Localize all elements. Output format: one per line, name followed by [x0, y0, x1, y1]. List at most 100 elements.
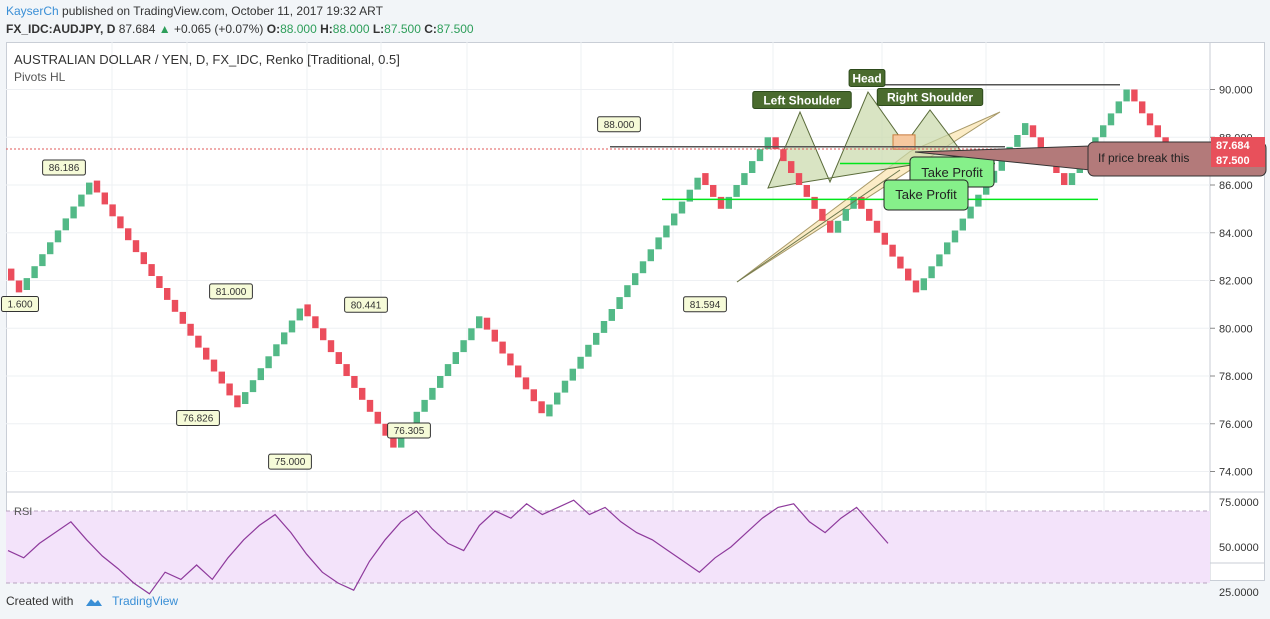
renko-brick-down — [1053, 161, 1060, 173]
renko-brick-up — [1123, 89, 1130, 102]
pivot-label-box — [683, 296, 727, 313]
rsi-tick-label: 75.0000 — [1219, 497, 1259, 509]
renko-brick-up — [998, 158, 1005, 171]
renko-brick-down — [164, 288, 171, 300]
price-tick-label: 80.000 — [1219, 323, 1253, 335]
price-tick-label: 78.000 — [1219, 371, 1253, 383]
renko-brick-up — [31, 266, 38, 279]
renko-brick-up — [686, 189, 693, 202]
pivot-label: 88.000 — [604, 120, 635, 131]
renko-brick-up — [655, 237, 662, 250]
renko-brick-up — [468, 328, 475, 341]
renko-brick-down — [148, 264, 155, 276]
renko-brick-down — [827, 220, 834, 233]
renko-brick-down — [1146, 113, 1154, 126]
renko-brick-down — [171, 299, 179, 312]
renko-brick-up — [600, 321, 608, 333]
pivot-label-box — [176, 410, 220, 427]
renko-brick-down — [710, 185, 717, 197]
renko-brick-up — [39, 254, 46, 267]
change-up-icon: ▲ — [158, 22, 171, 36]
pivot-label: 1.600 — [7, 300, 32, 311]
renko-brick-down — [873, 220, 881, 233]
renko-brick-down — [109, 204, 116, 217]
renko-brick-up — [694, 177, 701, 190]
renko-brick-up — [78, 194, 85, 207]
renko-brick-up — [936, 254, 943, 267]
renko-brick-up — [561, 380, 569, 393]
renko-brick-up — [86, 182, 93, 195]
callout-text: If price break this — [1098, 151, 1189, 165]
price-badge: 87.684 — [1216, 140, 1251, 152]
renko-brick-up — [296, 308, 303, 321]
last-price: 87.684 — [118, 22, 156, 36]
renko-brick-down — [803, 185, 810, 197]
head-label-box — [848, 69, 886, 87]
renko-brick-up — [54, 230, 62, 243]
created-with: Created with — [6, 594, 74, 608]
take-profit-box-2 — [883, 179, 969, 211]
renko-brick-up — [444, 364, 452, 376]
renko-brick-up — [733, 185, 740, 197]
renko-brick-down — [912, 280, 920, 293]
pivot-label-box — [597, 116, 641, 133]
high-label: H: — [320, 22, 333, 36]
close-label: C: — [424, 22, 437, 36]
chart-labels: 1.600 86.186 81.000 76.826 75.000 80.441 76.30… — [1, 69, 1267, 470]
renko-brick-down — [179, 311, 186, 324]
low-label: L: — [372, 22, 385, 36]
renko-brick-up — [678, 201, 686, 214]
renko-brick-down — [1131, 89, 1138, 102]
renko-brick-up — [944, 242, 951, 255]
renko-brick-down — [881, 232, 888, 245]
renko-brick-up — [476, 316, 483, 329]
renko-brick-down — [156, 276, 163, 288]
renko-brick-up — [1022, 123, 1029, 135]
renko-brick-down — [8, 268, 15, 281]
indicator-label: Pivots HL — [14, 70, 66, 84]
rsi-tick-label: 50.0000 — [1219, 542, 1259, 554]
renko-brick-up — [242, 392, 249, 404]
renko-brick-up — [920, 278, 927, 291]
renko-brick-up — [756, 149, 764, 162]
author-link[interactable]: KayserCh — [6, 4, 59, 18]
renko-brick-up — [967, 206, 974, 219]
renko-brick-up — [47, 242, 54, 255]
open-label: O: — [266, 22, 281, 36]
close-value: 87.500 — [436, 22, 474, 36]
rsi-label: RSI — [14, 506, 32, 518]
renko-brick-up — [749, 161, 756, 173]
renko-brick-up — [257, 368, 264, 381]
renko-brick-up — [741, 173, 748, 185]
low-value: 87.500 — [384, 22, 421, 36]
pivot-label-box — [42, 159, 86, 176]
renko-brick-down — [203, 347, 210, 360]
renko-brick-down — [811, 196, 818, 209]
renko-brick-down — [140, 252, 147, 265]
renko-brick-up — [834, 220, 842, 233]
renko-brick-down — [507, 353, 514, 366]
renko-brick-up — [842, 208, 849, 221]
renko-brick-down — [187, 323, 194, 336]
renko-brick-up — [1014, 135, 1021, 147]
renko-brick-up — [608, 309, 615, 321]
renko-brick-up — [249, 380, 257, 393]
renko-brick-down — [499, 341, 506, 354]
renko-brick-up — [460, 340, 467, 353]
high-value: 88.000 — [332, 22, 370, 36]
renko-brick-down — [780, 149, 787, 162]
renko-brick-down — [390, 435, 397, 448]
renko-brick-up — [546, 404, 553, 417]
renko-brick-up — [288, 320, 296, 333]
tradingview-link[interactable]: TradingView — [112, 594, 179, 608]
renko-brick-up — [959, 218, 966, 231]
open-value: 88.000 — [280, 22, 317, 36]
renko-brick-up — [452, 352, 459, 364]
renko-brick-down — [343, 364, 350, 376]
renko-brick-down — [195, 335, 202, 348]
renko-brick-down — [374, 411, 381, 424]
trend-line — [736, 169, 901, 283]
pivot-label: 80.441 — [351, 300, 382, 311]
renko-brick-up — [663, 225, 670, 238]
